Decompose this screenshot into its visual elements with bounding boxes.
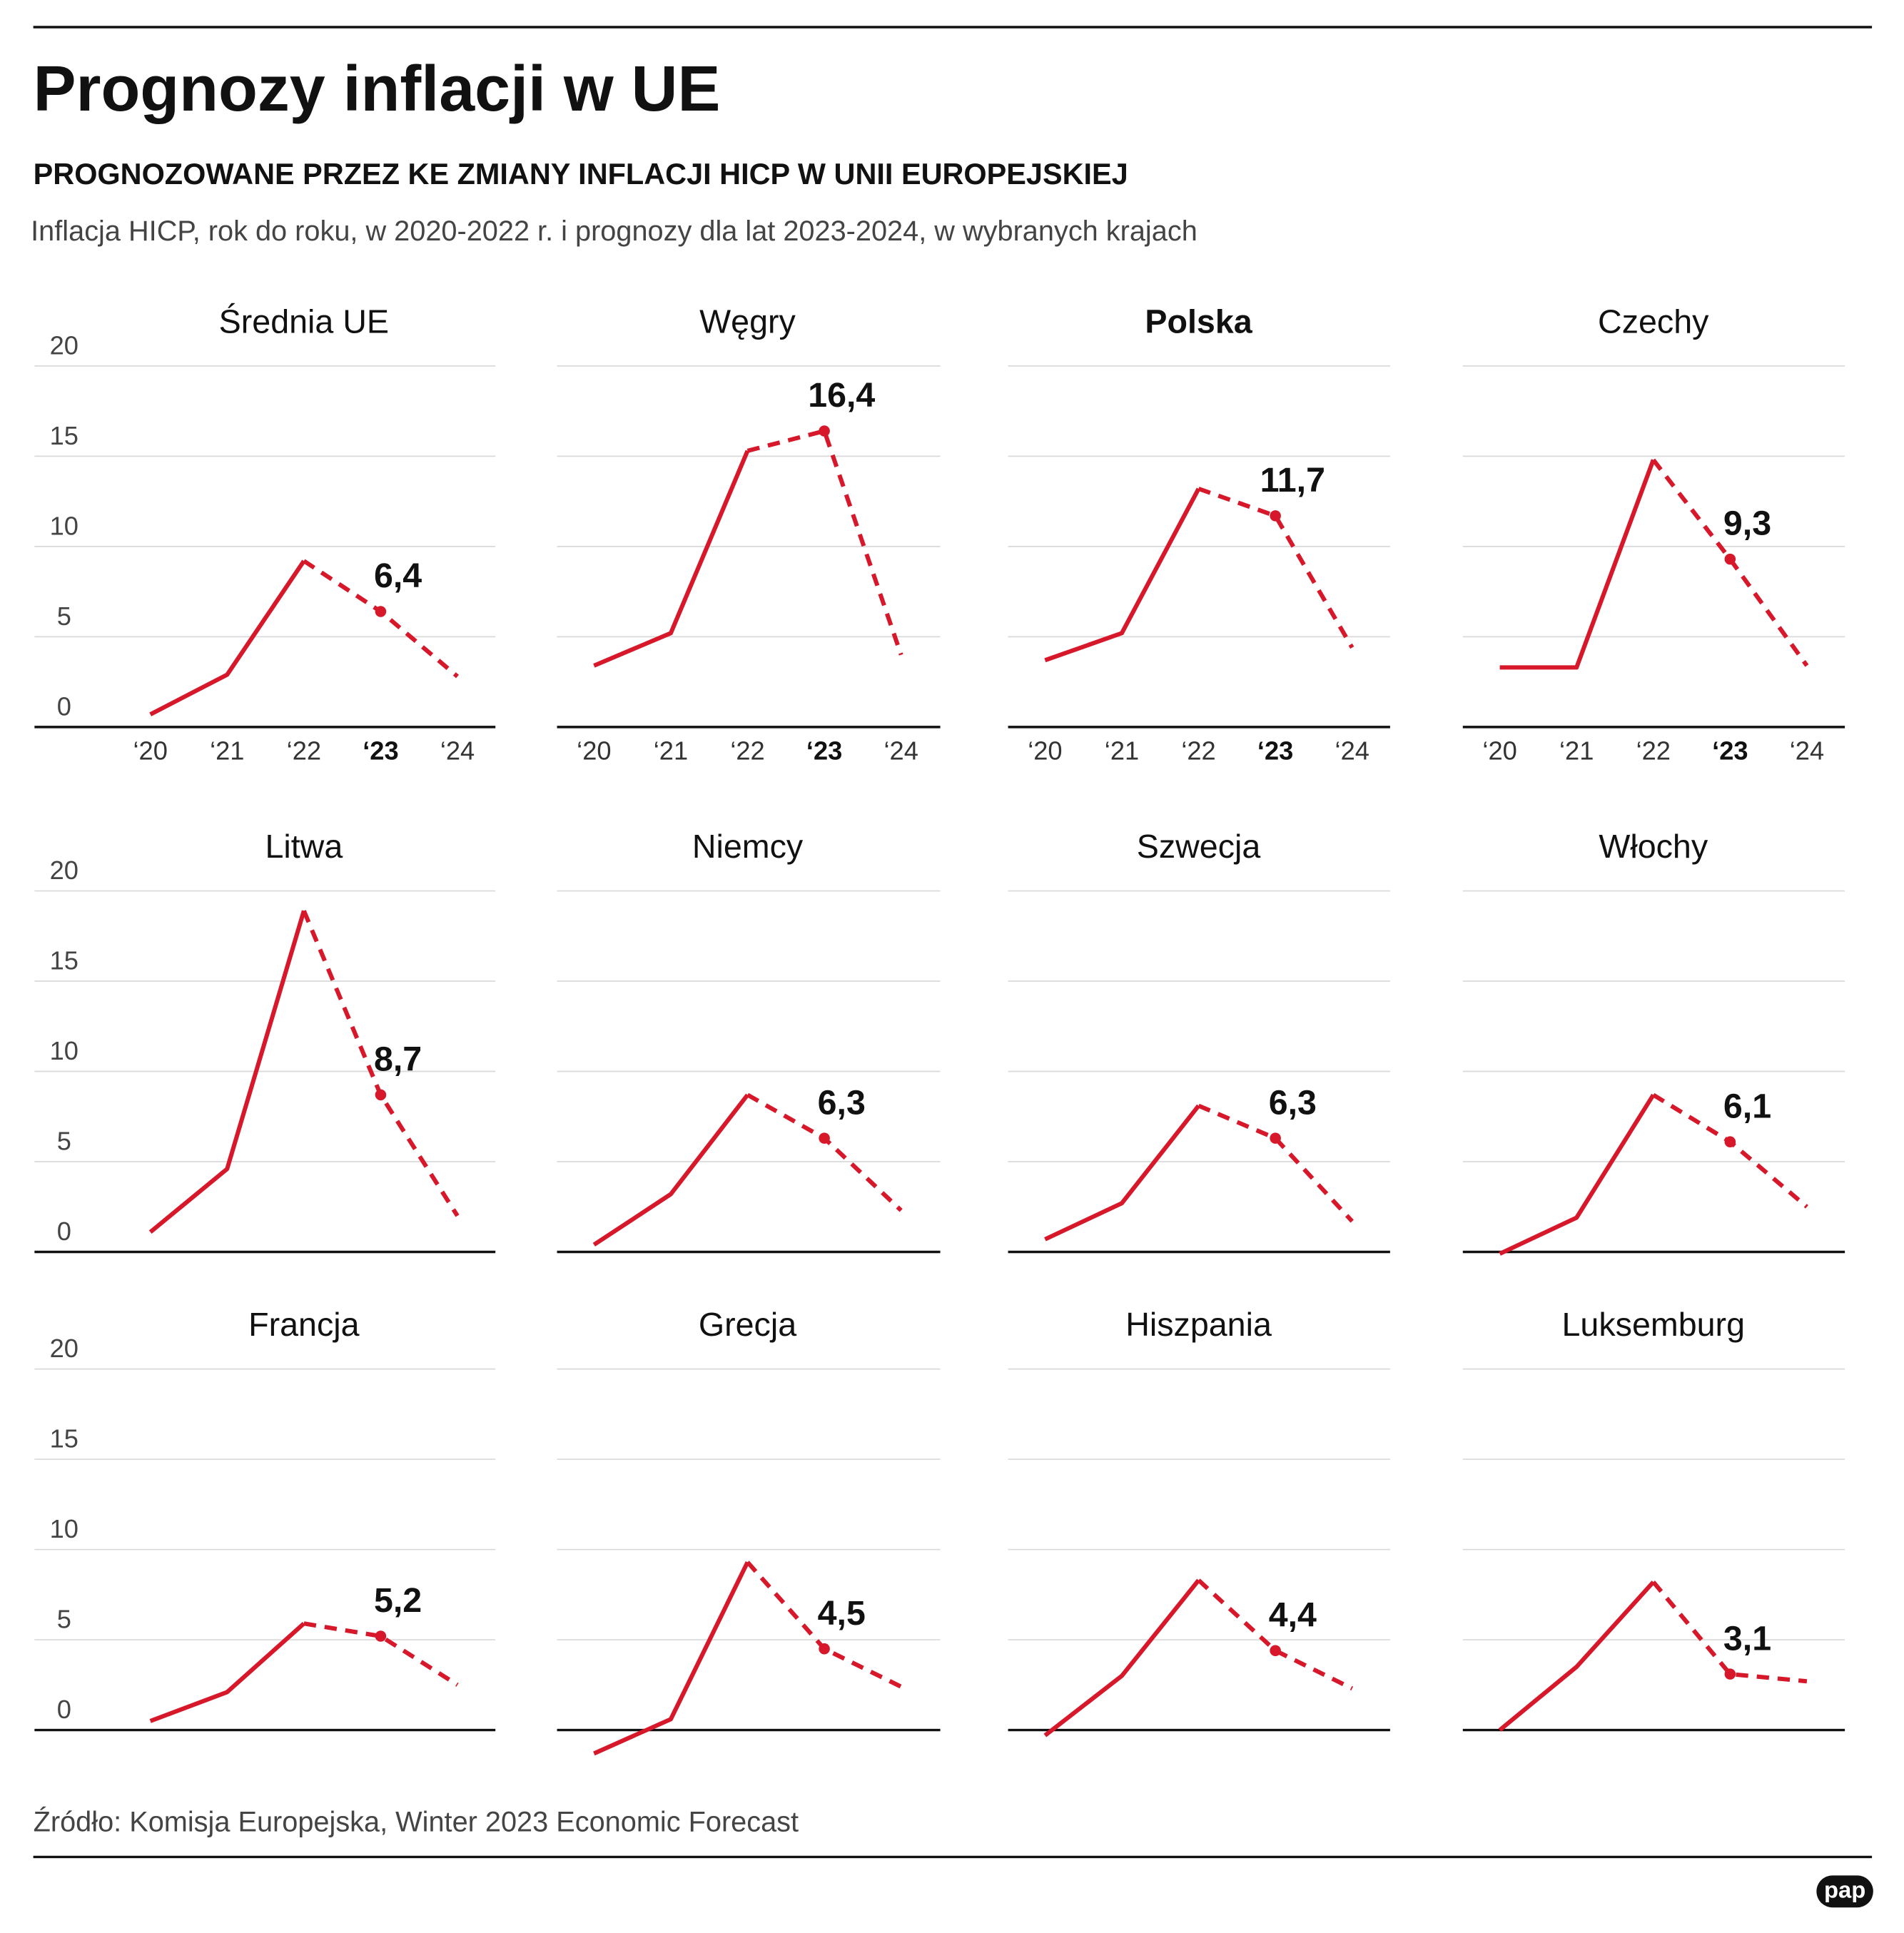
point	[819, 1643, 830, 1655]
x-tick-label: ‘21	[1105, 736, 1139, 766]
y-tick-label: 0	[57, 692, 71, 721]
charts: Średnia UE 0 5 10 15 20 ‘20 ‘21 ‘22 ‘23 ‘24 6,4 Węgr…	[34, 303, 1845, 1756]
actual-line	[1044, 1104, 1200, 1242]
y-tick-label: 10	[50, 1036, 79, 1065]
x-tick-label: ‘24	[440, 736, 475, 766]
x-tick-label: ‘20	[1028, 736, 1062, 766]
y-tick-label: 15	[50, 1424, 79, 1453]
actual-line	[1499, 459, 1656, 670]
point	[819, 1132, 830, 1144]
x-tick-label: ‘22	[730, 736, 764, 766]
actual-line	[593, 450, 750, 668]
actual-line	[1498, 1581, 1655, 1732]
y-tick-label: 5	[57, 1127, 71, 1156]
actual-line	[149, 559, 306, 716]
actual-line	[592, 1093, 749, 1247]
value-label: 6,4	[374, 557, 422, 595]
value-label: 6,1	[1723, 1087, 1771, 1125]
value-label: 6,3	[818, 1083, 866, 1122]
y-tick-label: 5	[57, 1605, 71, 1634]
point	[375, 606, 387, 617]
forecast-line	[1651, 1581, 1808, 1684]
x-tick-label: ‘23	[363, 736, 398, 766]
title: Prognozy inflacji w UE	[34, 54, 721, 125]
panel-title: Szwecja	[1137, 828, 1261, 865]
actual-line	[149, 1622, 305, 1723]
value-label: 11,7	[1260, 461, 1325, 499]
panel-title: Polska	[1145, 303, 1252, 340]
panel-title: Grecja	[699, 1306, 796, 1343]
point	[375, 1089, 387, 1101]
value-label: 3,1	[1723, 1619, 1771, 1658]
panel-title: Czechy	[1598, 303, 1709, 340]
x-tick-label: ‘23	[1257, 736, 1293, 766]
y-tick-label: 10	[50, 1514, 79, 1543]
x-tick-label: ‘20	[1482, 736, 1516, 766]
x-tick-label: ‘24	[883, 736, 918, 766]
x-tick-label: ‘21	[1559, 736, 1594, 766]
y-tick-label: 0	[57, 1695, 71, 1724]
forecast-line	[746, 428, 903, 656]
panel-title: Francja	[248, 1306, 359, 1343]
forecast-line	[303, 1621, 459, 1687]
forecast-line	[1197, 487, 1354, 649]
point	[375, 1630, 387, 1642]
x-tick-label: ‘23	[1712, 736, 1748, 766]
y-tick-label: 0	[57, 1217, 71, 1246]
actual-line	[1043, 1578, 1200, 1737]
y-tick-label: 5	[57, 602, 71, 631]
actual-line	[1499, 1093, 1656, 1256]
y-tick-label: 20	[50, 1334, 79, 1363]
x-tick-label: ‘22	[287, 736, 321, 766]
point	[1724, 1668, 1736, 1680]
point	[819, 425, 830, 437]
point	[1724, 553, 1736, 565]
subtitle: PROGNOZOWANE PRZEZ KE ZMIANY INFLACJI HI…	[34, 157, 1128, 191]
x-tick-label: ‘22	[1636, 736, 1671, 766]
x-tick-label: ‘20	[577, 736, 611, 766]
logo-badge	[1816, 1875, 1873, 1908]
y-tick-label: 10	[50, 512, 79, 541]
source: Źródło: Komisja Europejska, Winter 2023 …	[34, 1806, 799, 1837]
x-tick-label: ‘21	[210, 736, 244, 766]
y-tick-label: 20	[50, 856, 79, 885]
panel-title: Włochy	[1599, 828, 1708, 865]
x-tick-label: ‘20	[133, 736, 167, 766]
forecast-line	[1651, 458, 1809, 667]
actual-line	[593, 1561, 750, 1756]
value-label: 16,4	[808, 376, 875, 415]
x-tick-label: ‘24	[1790, 736, 1824, 766]
forecast-line	[1197, 1103, 1354, 1223]
logo: pap	[1824, 1876, 1865, 1902]
x-tick-label: ‘21	[654, 736, 688, 766]
description: Inflacja HICP, rok do roku, w 2020-2022 …	[31, 215, 1197, 247]
point	[1724, 1136, 1736, 1147]
point	[1270, 510, 1281, 522]
x-tick-label: ‘23	[806, 736, 842, 766]
actual-line	[148, 910, 306, 1234]
panel-title: Luksemburg	[1562, 1306, 1746, 1343]
x-tick-label: ‘24	[1335, 736, 1369, 766]
x-tick-label: ‘22	[1181, 736, 1215, 766]
value-label: 4,5	[818, 1594, 866, 1633]
actual-line	[1044, 487, 1201, 663]
value-label: 5,2	[374, 1581, 422, 1620]
panel-title: Niemcy	[692, 828, 804, 865]
panel-title: Litwa	[265, 828, 343, 865]
value-label: 6,3	[1269, 1083, 1317, 1122]
value-label: 8,7	[374, 1040, 422, 1079]
value-label: 4,4	[1269, 1595, 1317, 1634]
value-label: 9,3	[1723, 504, 1771, 543]
point	[1270, 1132, 1281, 1144]
panel-title: Węgry	[699, 303, 796, 340]
y-tick-label: 20	[50, 331, 79, 360]
panel-title: Średnia UE	[219, 303, 389, 340]
y-tick-label: 15	[50, 946, 79, 975]
panel-title: Hiszpania	[1125, 1306, 1272, 1343]
y-tick-label: 15	[50, 421, 79, 450]
point	[1270, 1645, 1281, 1657]
